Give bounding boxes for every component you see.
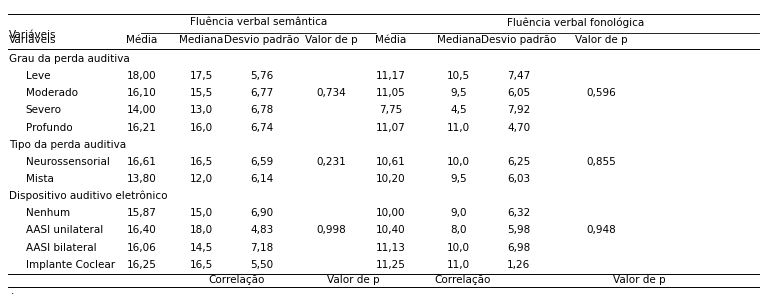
Text: 1,26: 1,26 bbox=[507, 260, 531, 270]
Text: 11,17: 11,17 bbox=[376, 71, 406, 81]
Text: 6,98: 6,98 bbox=[507, 243, 531, 253]
Text: 7,75: 7,75 bbox=[380, 106, 403, 116]
Text: Grau da perda auditiva: Grau da perda auditiva bbox=[9, 54, 130, 64]
Text: Implante Coclear: Implante Coclear bbox=[26, 260, 115, 270]
Text: 6,77: 6,77 bbox=[250, 88, 273, 98]
Text: 16,5: 16,5 bbox=[190, 157, 213, 167]
Text: Fluência verbal semântica: Fluência verbal semântica bbox=[190, 17, 328, 27]
Text: 9,0: 9,0 bbox=[450, 208, 467, 218]
Text: 15,87: 15,87 bbox=[127, 208, 156, 218]
Text: 16,10: 16,10 bbox=[127, 88, 156, 98]
Text: 6,25: 6,25 bbox=[507, 157, 531, 167]
Text: 10,20: 10,20 bbox=[376, 174, 406, 184]
Text: 11,25: 11,25 bbox=[376, 260, 406, 270]
Text: 16,0: 16,0 bbox=[190, 123, 213, 133]
Text: 4,83: 4,83 bbox=[250, 225, 273, 235]
Text: Valor de p: Valor de p bbox=[304, 35, 357, 45]
Text: Tipo da perda auditiva: Tipo da perda auditiva bbox=[9, 140, 127, 150]
Text: 16,5: 16,5 bbox=[190, 260, 213, 270]
Text: 14,00: 14,00 bbox=[127, 106, 156, 116]
Text: Leve: Leve bbox=[26, 71, 50, 81]
Text: Valor de p: Valor de p bbox=[327, 275, 380, 285]
Text: Mista: Mista bbox=[26, 174, 54, 184]
Text: 6,78: 6,78 bbox=[250, 106, 273, 116]
Text: Profundo: Profundo bbox=[26, 123, 72, 133]
Text: Neurossensorial: Neurossensorial bbox=[26, 157, 110, 167]
Text: 4,70: 4,70 bbox=[507, 123, 530, 133]
Text: Valor de p: Valor de p bbox=[575, 35, 628, 45]
Text: 0,998: 0,998 bbox=[316, 225, 346, 235]
Text: 7,92: 7,92 bbox=[507, 106, 531, 116]
Text: 9,5: 9,5 bbox=[450, 88, 467, 98]
Text: 16,61: 16,61 bbox=[127, 157, 156, 167]
Text: 18,0: 18,0 bbox=[190, 225, 213, 235]
Text: 10,0: 10,0 bbox=[447, 243, 470, 253]
Text: 11,0: 11,0 bbox=[447, 260, 470, 270]
Text: 6,05: 6,05 bbox=[507, 88, 530, 98]
Text: 6,90: 6,90 bbox=[250, 208, 273, 218]
Text: 10,0: 10,0 bbox=[447, 157, 470, 167]
Text: 0,734: 0,734 bbox=[316, 88, 346, 98]
Text: 16,25: 16,25 bbox=[127, 260, 156, 270]
Text: Época de aquisição do DAE: Época de aquisição do DAE bbox=[9, 293, 151, 294]
Text: AASI bilateral: AASI bilateral bbox=[26, 243, 97, 253]
Text: 16,06: 16,06 bbox=[127, 243, 156, 253]
Text: 18,00: 18,00 bbox=[127, 71, 156, 81]
Text: Valor de p: Valor de p bbox=[613, 275, 666, 285]
Text: Média: Média bbox=[375, 35, 407, 45]
Text: 11,07: 11,07 bbox=[376, 123, 406, 133]
Text: 7,18: 7,18 bbox=[250, 243, 273, 253]
Text: 10,00: 10,00 bbox=[377, 208, 406, 218]
Text: 6,03: 6,03 bbox=[507, 174, 530, 184]
Text: 5,76: 5,76 bbox=[250, 71, 273, 81]
Text: AASI unilateral: AASI unilateral bbox=[26, 225, 103, 235]
Text: Mediana: Mediana bbox=[179, 35, 224, 45]
Text: 10,61: 10,61 bbox=[376, 157, 406, 167]
Text: 6,74: 6,74 bbox=[250, 123, 273, 133]
Text: Média: Média bbox=[126, 35, 157, 45]
Text: Correlação: Correlação bbox=[208, 275, 265, 285]
Text: 7,47: 7,47 bbox=[507, 71, 531, 81]
Text: 14,5: 14,5 bbox=[190, 243, 213, 253]
Text: 16,21: 16,21 bbox=[127, 123, 156, 133]
Text: Dispositivo auditivo eletrônico: Dispositivo auditivo eletrônico bbox=[9, 191, 168, 201]
Text: 13,0: 13,0 bbox=[190, 106, 213, 116]
Text: 12,0: 12,0 bbox=[190, 174, 213, 184]
Text: 11,13: 11,13 bbox=[376, 243, 406, 253]
Text: 15,0: 15,0 bbox=[190, 208, 213, 218]
Text: 11,05: 11,05 bbox=[376, 88, 406, 98]
Text: 0,948: 0,948 bbox=[587, 225, 617, 235]
Text: 5,50: 5,50 bbox=[250, 260, 273, 270]
Text: 10,40: 10,40 bbox=[376, 225, 406, 235]
Text: Mediana: Mediana bbox=[436, 35, 481, 45]
Text: Variáveis: Variáveis bbox=[9, 30, 57, 40]
Text: 11,0: 11,0 bbox=[447, 123, 470, 133]
Text: 8,0: 8,0 bbox=[450, 225, 467, 235]
Text: 13,80: 13,80 bbox=[127, 174, 156, 184]
Text: 6,32: 6,32 bbox=[507, 208, 531, 218]
Text: Variáveis: Variáveis bbox=[9, 35, 57, 45]
Text: Moderado: Moderado bbox=[26, 88, 77, 98]
Text: Fluência verbal fonológica: Fluência verbal fonológica bbox=[506, 17, 644, 28]
Text: 9,5: 9,5 bbox=[450, 174, 467, 184]
Text: Correlação: Correlação bbox=[434, 275, 491, 285]
Text: 17,5: 17,5 bbox=[190, 71, 213, 81]
Text: 16,40: 16,40 bbox=[127, 225, 156, 235]
Text: 6,14: 6,14 bbox=[250, 174, 273, 184]
Text: 10,5: 10,5 bbox=[447, 71, 470, 81]
Text: Nenhum: Nenhum bbox=[26, 208, 70, 218]
Text: Desvio padrão: Desvio padrão bbox=[224, 35, 299, 45]
Text: 5,98: 5,98 bbox=[507, 225, 531, 235]
Text: 0,596: 0,596 bbox=[587, 88, 617, 98]
Text: 4,5: 4,5 bbox=[450, 106, 467, 116]
Text: Severo: Severo bbox=[26, 106, 61, 116]
Text: 0,855: 0,855 bbox=[587, 157, 617, 167]
Text: 0,231: 0,231 bbox=[316, 157, 346, 167]
Text: 15,5: 15,5 bbox=[190, 88, 213, 98]
Text: 6,59: 6,59 bbox=[250, 157, 273, 167]
Text: Desvio padrão: Desvio padrão bbox=[481, 35, 557, 45]
